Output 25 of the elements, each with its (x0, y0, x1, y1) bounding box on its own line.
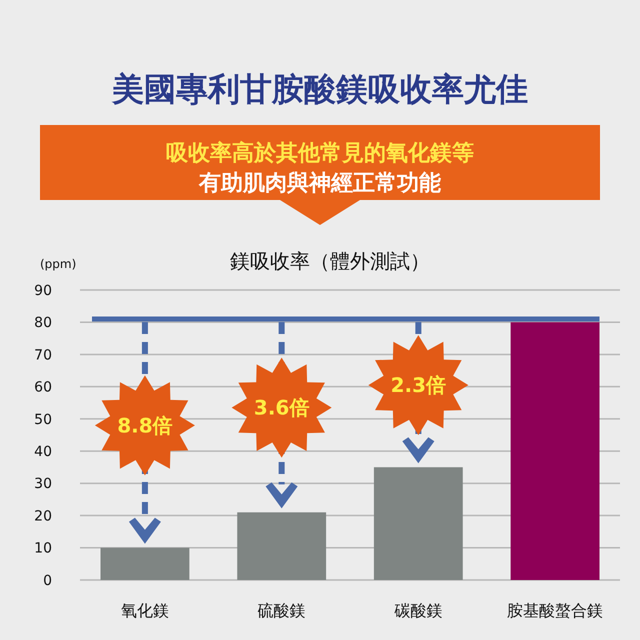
bar (100, 548, 190, 580)
y-tick-label: 0 (43, 572, 52, 589)
chart-title: 美國專利甘胺酸鎂吸收率尤佳 (111, 70, 528, 108)
bar (374, 467, 463, 580)
x-tick-label: 胺基酸螯合鎂 (507, 601, 604, 620)
y-tick-label: 60 (34, 380, 52, 396)
annotation: 8.8倍 (117, 413, 173, 438)
y-tick-label: 20 (34, 508, 52, 524)
y-tick-label: 40 (34, 444, 52, 460)
y-tick-label: 30 (34, 476, 52, 492)
bar (510, 322, 600, 580)
x-tick-label: 硫酸鎂 (258, 601, 306, 620)
y-tick-label: 80 (34, 315, 52, 332)
x-tick-label: 氧化鎂 (120, 601, 169, 620)
bar (237, 512, 326, 580)
text: 鎂吸收率（體外測試） (230, 249, 430, 273)
annotation: 2.3倍 (390, 373, 446, 398)
y-tick-label: 10 (34, 540, 52, 557)
y-tick-label: 90 (34, 282, 52, 299)
x-tick-label: 碳酸鎂 (393, 601, 442, 620)
y-tick-label: 50 (34, 412, 52, 428)
y-axis-title: (ppm) (40, 257, 76, 271)
annotation: 3.6倍 (254, 396, 310, 420)
y-tick-label: 70 (34, 347, 52, 364)
chart-subtitle: 吸收率高於其他常見的氧化鎂等有助肌肉與神經正常功能 (166, 140, 474, 196)
